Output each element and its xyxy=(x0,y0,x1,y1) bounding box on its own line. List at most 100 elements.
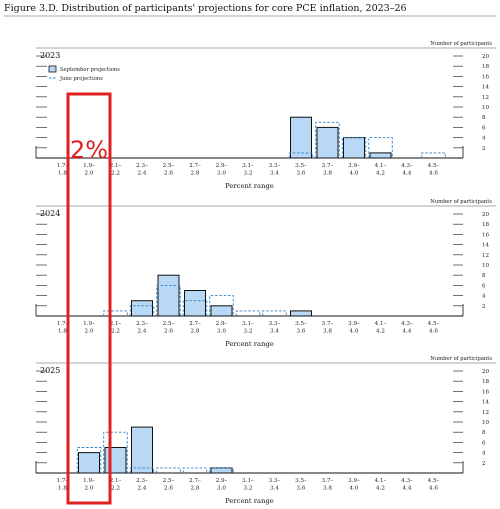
y-tick-label: 20 xyxy=(482,369,490,375)
y-tick-label: 14 xyxy=(482,85,490,91)
x-tick-label: 1.9– 2.0 xyxy=(83,478,95,492)
x-tick-label: 1.7– 1.8 xyxy=(57,163,69,177)
y-tick-label: 10 xyxy=(482,420,490,426)
x-tick-label-line: 2.6 xyxy=(164,171,173,177)
bar-september xyxy=(184,290,206,317)
figure-title: Figure 3.D. Distribution of participants… xyxy=(4,3,407,14)
y-tick-label: 10 xyxy=(482,263,490,269)
x-tick-label: 4.3– 4.4 xyxy=(401,478,413,492)
x-tick-label: 1.9– 2.0 xyxy=(83,321,95,335)
x-tick-label: 4.1– 4.2 xyxy=(375,163,387,177)
y-tick-label: 20 xyxy=(482,54,490,60)
x-tick-label-line: 1.8 xyxy=(58,171,67,177)
x-tick-label-line: 3.4 xyxy=(270,171,279,177)
panel-2023: Number of participants 2023 2 4 6 8 10 12 14 16 18… xyxy=(35,41,496,190)
panel-year-label: 2025 xyxy=(40,366,60,375)
x-tick-label: 4.5– 4.6 xyxy=(428,163,440,177)
x-tick-label-line: 3.0 xyxy=(217,486,226,492)
x-tick-label-line: 3.0 xyxy=(217,329,226,335)
y-tick-label: 20 xyxy=(482,212,490,218)
bar-september xyxy=(157,274,180,317)
x-tick-label: 3.9– 4.0 xyxy=(348,478,360,492)
x-tick-label-line: 1.9– xyxy=(83,321,95,327)
x-tick-label-line: 2.7– xyxy=(189,321,201,327)
bar-september xyxy=(210,467,233,474)
x-tick-label-line: 4.1– xyxy=(375,163,387,169)
x-tick-label-line: 3.4 xyxy=(270,329,279,335)
x-tick-label-line: 4.4 xyxy=(403,329,412,335)
x-tick-label-line: 2.3– xyxy=(136,321,148,327)
legend-swatch-september xyxy=(48,65,57,73)
bar-september xyxy=(131,300,153,317)
bar-september xyxy=(343,137,365,159)
x-tick-label-line: 2.9– xyxy=(216,321,228,327)
x-tick-label: 2.9– 3.0 xyxy=(216,478,228,492)
y-tick-label: 8 xyxy=(482,430,486,436)
y-axis-label: Number of participants xyxy=(430,41,492,47)
x-tick-label: 2.5– 2.6 xyxy=(163,478,175,492)
y-tick-label: 12 xyxy=(482,410,490,416)
x-tick-label: 2.9– 3.0 xyxy=(216,163,228,177)
x-tick-label-line: 2.0 xyxy=(85,171,94,177)
x-tick-label-line: 1.9– xyxy=(83,163,95,169)
y-tick-label: 2 xyxy=(482,146,486,152)
x-tick-label-line: 3.5– xyxy=(295,321,307,327)
x-tick-label-line: 1.8 xyxy=(58,486,67,492)
x-tick-label: 3.9– 4.0 xyxy=(348,321,360,335)
x-tick-label: 4.1– 4.2 xyxy=(375,321,387,335)
x-tick-label-line: 1.8 xyxy=(58,329,67,335)
panel-year-label: 2023 xyxy=(40,51,60,60)
y-axis-label: Number of participants xyxy=(430,356,492,362)
x-axis-label: Percent range xyxy=(225,497,274,505)
bar-september xyxy=(290,116,312,159)
bar-september xyxy=(104,447,127,474)
x-tick-label-line: 1.7– xyxy=(57,163,69,169)
x-tick-label-line: 4.3– xyxy=(401,163,413,169)
x-tick-label: 3.5– 3.6 xyxy=(295,321,307,335)
x-tick-label-line: 3.7– xyxy=(322,163,334,169)
bar-september xyxy=(78,452,100,474)
x-tick-label: 2.3– 2.4 xyxy=(136,321,148,335)
x-tick-label-line: 4.1– xyxy=(375,321,387,327)
x-tick-label: 1.7– 1.8 xyxy=(57,478,69,492)
x-tick-label-line: 1.7– xyxy=(57,478,69,484)
x-tick-label-line: 2.8 xyxy=(191,329,200,335)
bar-september xyxy=(131,426,153,474)
x-tick-label: 2.5– 2.6 xyxy=(163,321,175,335)
x-tick-label-line: 2.3– xyxy=(136,478,148,484)
x-tick-label-line: 2.6 xyxy=(164,329,173,335)
y-tick-label: 4 xyxy=(482,451,486,457)
x-tick-label-line: 2.4 xyxy=(138,486,147,492)
x-tick-label: 3.7– 3.8 xyxy=(322,321,334,335)
x-tick-label: 3.1– 3.2 xyxy=(242,321,254,335)
x-tick-label-line: 4.0 xyxy=(350,486,359,492)
x-tick-label-line: 4.4 xyxy=(403,171,412,177)
x-tick-label-line: 3.5– xyxy=(295,163,307,169)
x-tick-label-line: 2.7– xyxy=(189,478,201,484)
x-tick-label-line: 3.2 xyxy=(244,486,253,492)
x-tick-label-line: 3.7– xyxy=(322,478,334,484)
x-tick-label-line: 2.4 xyxy=(138,171,147,177)
annotation-highlight-box xyxy=(66,92,112,505)
x-tick-label: 2.1– 2.2 xyxy=(110,163,122,177)
x-tick-label-line: 2.7– xyxy=(189,163,201,169)
x-tick-label-line: 3.2 xyxy=(244,171,253,177)
y-tick-label: 6 xyxy=(482,283,486,289)
x-tick-label-line: 4.6 xyxy=(429,171,438,177)
y-tick-label: 2 xyxy=(482,461,486,467)
x-tick-label: 3.3– 3.4 xyxy=(269,478,281,492)
x-tick-label: 3.9– 4.0 xyxy=(348,163,360,177)
x-tick-label-line: 1.7– xyxy=(57,321,69,327)
x-tick-label-line: 3.1– xyxy=(242,478,254,484)
x-tick-label: 3.5– 3.6 xyxy=(295,478,307,492)
x-axis-label: Percent range xyxy=(225,340,274,348)
x-tick-label-line: 4.2 xyxy=(376,486,385,492)
legend-label-september: September projections xyxy=(60,67,120,73)
x-tick-label-line: 3.7– xyxy=(322,321,334,327)
x-tick-label-line: 3.9– xyxy=(348,478,360,484)
x-tick-label-line: 2.0 xyxy=(85,486,94,492)
x-tick-label-line: 3.9– xyxy=(348,321,360,327)
x-tick-label: 3.3– 3.4 xyxy=(269,163,281,177)
x-tick-label-line: 2.1– xyxy=(110,163,122,169)
